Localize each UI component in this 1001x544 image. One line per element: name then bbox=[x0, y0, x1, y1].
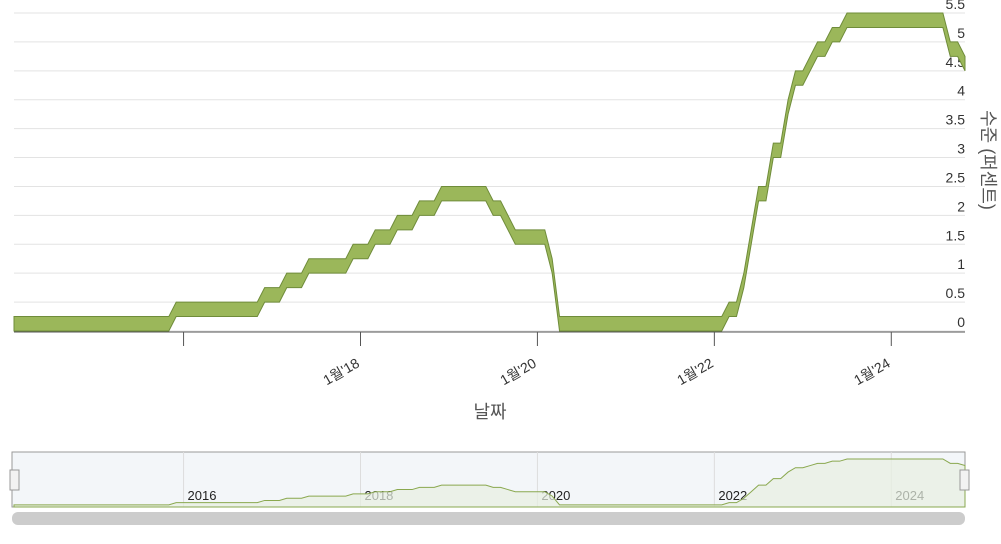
y-tick-label: 1.5 bbox=[946, 227, 966, 243]
y-tick-label: 4 bbox=[957, 83, 965, 99]
navigator-handle[interactable] bbox=[9, 469, 20, 491]
y-tick-label: 3 bbox=[957, 141, 965, 157]
y-axis-title: 수준 (퍼센트) bbox=[978, 110, 998, 210]
x-tick-label: 1월'22 bbox=[674, 355, 716, 388]
x-axis-title: 날짜 bbox=[473, 402, 507, 422]
x-tick-label: 1월'18 bbox=[320, 355, 362, 388]
navigator-area bbox=[13, 458, 966, 508]
y-tick-label: 3.5 bbox=[946, 112, 966, 128]
x-tick-label: 1월'20 bbox=[497, 355, 539, 388]
navigator-handle[interactable] bbox=[959, 469, 970, 491]
y-tick-label: 2 bbox=[957, 198, 965, 214]
scrollbar[interactable] bbox=[12, 512, 965, 525]
y-tick-label: 5 bbox=[957, 25, 965, 41]
navigator-label: 2016 bbox=[188, 488, 217, 503]
y-tick-label: 0.5 bbox=[946, 285, 966, 301]
y-tick-label: 1 bbox=[957, 256, 965, 272]
range-area bbox=[13, 12, 966, 332]
y-tick-label: 0 bbox=[957, 314, 965, 330]
x-tick-label: 1월'24 bbox=[851, 355, 893, 388]
y-tick-label: 5.5 bbox=[946, 0, 966, 12]
navigator-label: 2022 bbox=[718, 488, 747, 503]
y-tick-label: 2.5 bbox=[946, 169, 966, 185]
